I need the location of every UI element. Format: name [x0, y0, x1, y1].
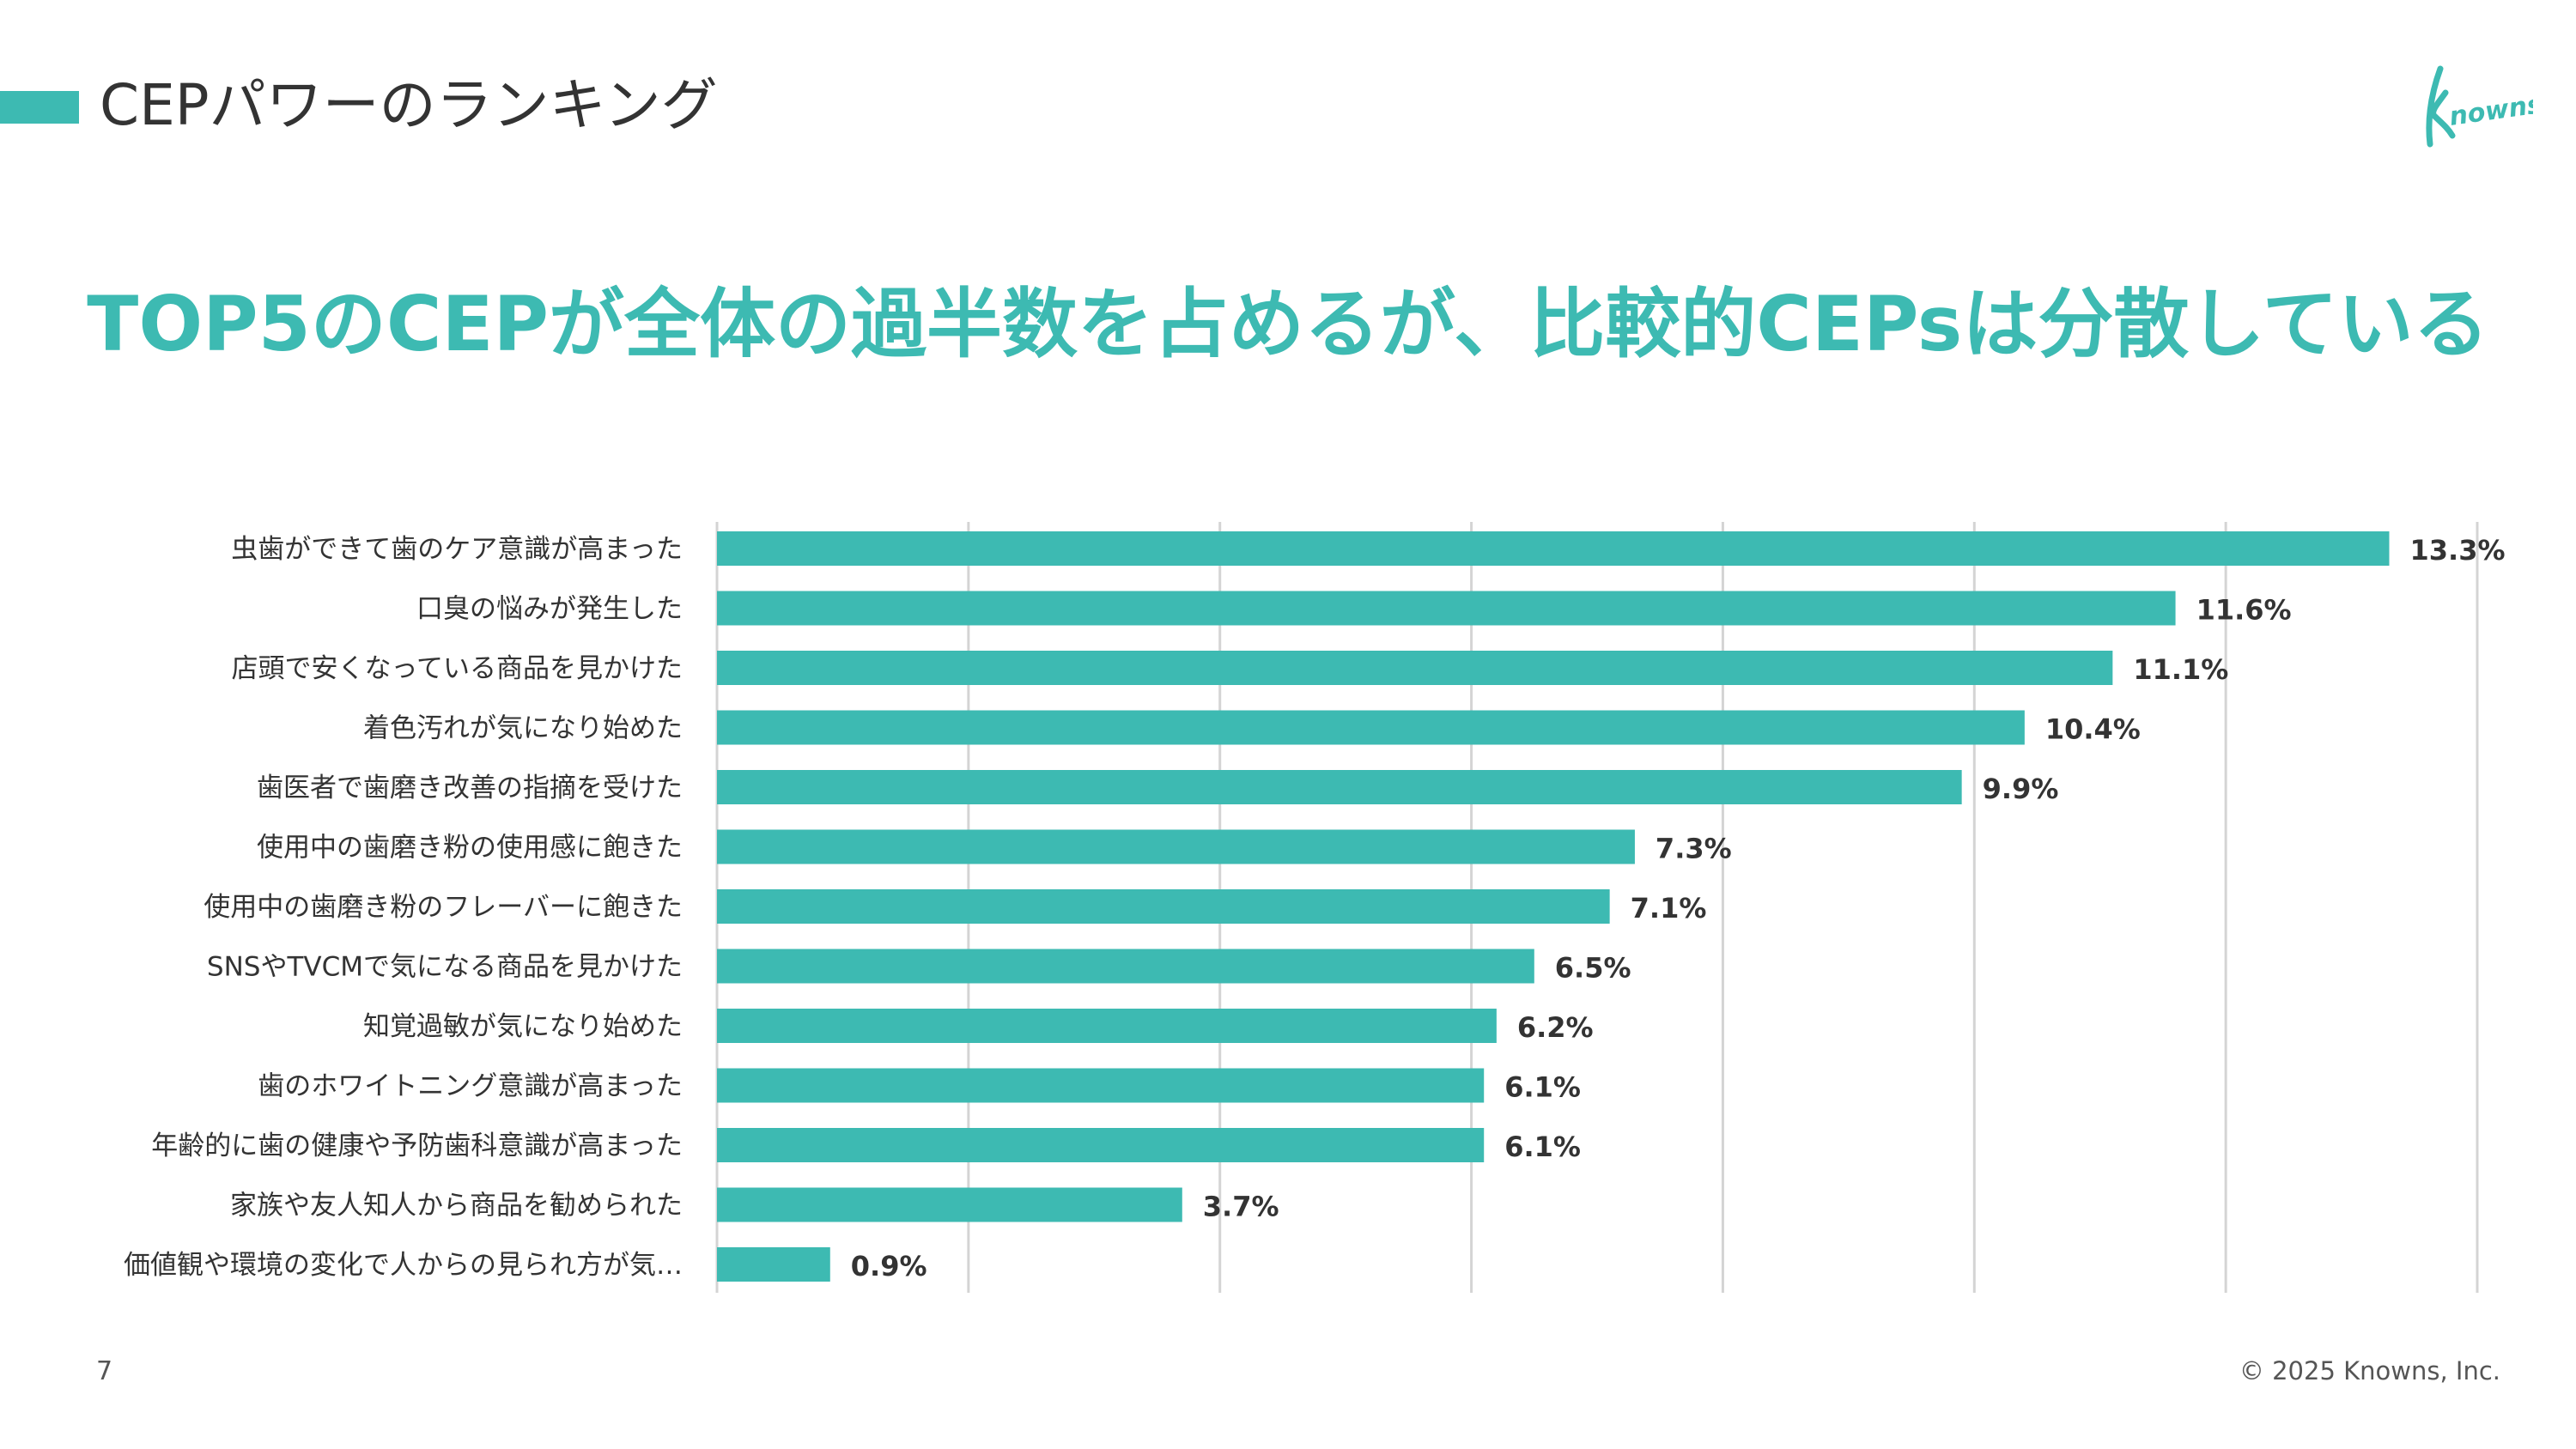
copyright: © 2025 Knowns, Inc. [2239, 1356, 2500, 1385]
category-label: 着色汚れが気になり始めた [363, 713, 683, 744]
headline: TOP5のCEPが全体の過半数を占めるが、比較的CEPsは分散している [87, 280, 2489, 368]
bar [717, 1187, 1182, 1222]
bar [717, 710, 2025, 745]
category-label: 年齢的に歯の健康や予防歯科意識が高まった [151, 1131, 683, 1161]
category-label: 価値観や環境の変化で人からの見られ方が気… [124, 1250, 683, 1281]
bar [717, 829, 1635, 864]
bar [717, 770, 1962, 804]
bar [717, 531, 2390, 566]
page-number: 7 [96, 1356, 113, 1386]
data-label: 7.1% [1631, 892, 1707, 925]
bar [717, 651, 2113, 685]
data-label: 3.7% [1203, 1191, 1279, 1223]
category-label: 使用中の歯磨き粉の使用感に飽きた [257, 833, 683, 864]
bar [717, 1128, 1485, 1162]
category-label: 口臭の悩みが発生した [416, 594, 683, 625]
bar [717, 1247, 830, 1282]
bar [717, 1068, 1485, 1103]
category-label: 虫歯ができて歯のケア意識が高まった [231, 534, 683, 565]
data-label: 6.1% [1504, 1131, 1581, 1163]
data-label: 6.1% [1504, 1071, 1581, 1104]
category-label: 店頭で安くなっている商品を見かけた [232, 653, 683, 684]
knowns-logo: nowns [2426, 65, 2533, 148]
data-label: 6.5% [1555, 952, 1631, 985]
data-label: 9.9% [1983, 773, 2059, 805]
category-label: SNSやTVCMで気になる商品を見かけた [207, 952, 683, 983]
data-label: 7.3% [1656, 833, 1732, 865]
data-label: 11.6% [2196, 594, 2292, 627]
category-label: 歯医者で歯磨き改善の指摘を受けた [257, 773, 683, 803]
data-label: 13.3% [2410, 534, 2506, 567]
category-label: 歯のホワイトニング意識が高まった [258, 1071, 683, 1102]
category-label: 家族や友人知人から商品を勧められた [230, 1191, 683, 1222]
data-label: 6.2% [1517, 1011, 1594, 1044]
data-label: 0.9% [851, 1250, 927, 1282]
bar [717, 889, 1610, 924]
category-label: 知覚過敏が気になり始めた [363, 1011, 683, 1042]
category-label: 使用中の歯磨き粉のフレーバーに飽きた [204, 892, 683, 923]
bar [717, 1009, 1497, 1043]
bar [717, 591, 2176, 626]
svg-text:nowns: nowns [2447, 89, 2533, 132]
section-title: CEPパワーのランキング [100, 72, 718, 138]
section-accent-bar [0, 91, 79, 124]
data-label: 10.4% [2045, 713, 2141, 746]
cep-ranking-bar-chart: 虫歯ができて歯のケア意識が高まった 13.3% 口臭の悩みが発生した 11.6% 店頭で… [124, 522, 2506, 1293]
bar [717, 949, 1534, 984]
data-label: 11.1% [2133, 653, 2228, 686]
